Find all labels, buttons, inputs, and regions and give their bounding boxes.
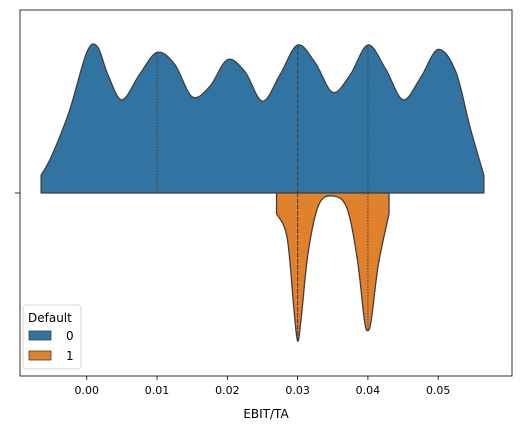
x-tick-label: 0.01 [145,384,170,397]
x-tick-label: 0.04 [356,384,381,397]
quartile-lines [156,45,369,341]
violin-half-0 [40,43,485,194]
legend-swatch-0 [28,330,52,341]
x-tick-label: 0.02 [215,384,240,397]
violin-half-1 [275,192,390,342]
x-tick-label: 0.05 [426,384,451,397]
legend-title: Default [28,311,72,325]
x-tick-label: 0.00 [75,384,100,397]
legend-label-0: 0 [66,329,74,343]
legend: Default 0 1 [22,304,82,370]
x-axis-label: EBIT/TA [243,407,289,421]
violin-group [40,43,485,342]
x-axis: 0.00 0.01 0.02 0.03 0.04 0.05 [75,376,451,397]
legend-label-1: 1 [66,349,74,363]
legend-swatch-1 [28,350,52,361]
x-tick-label: 0.03 [285,384,310,397]
